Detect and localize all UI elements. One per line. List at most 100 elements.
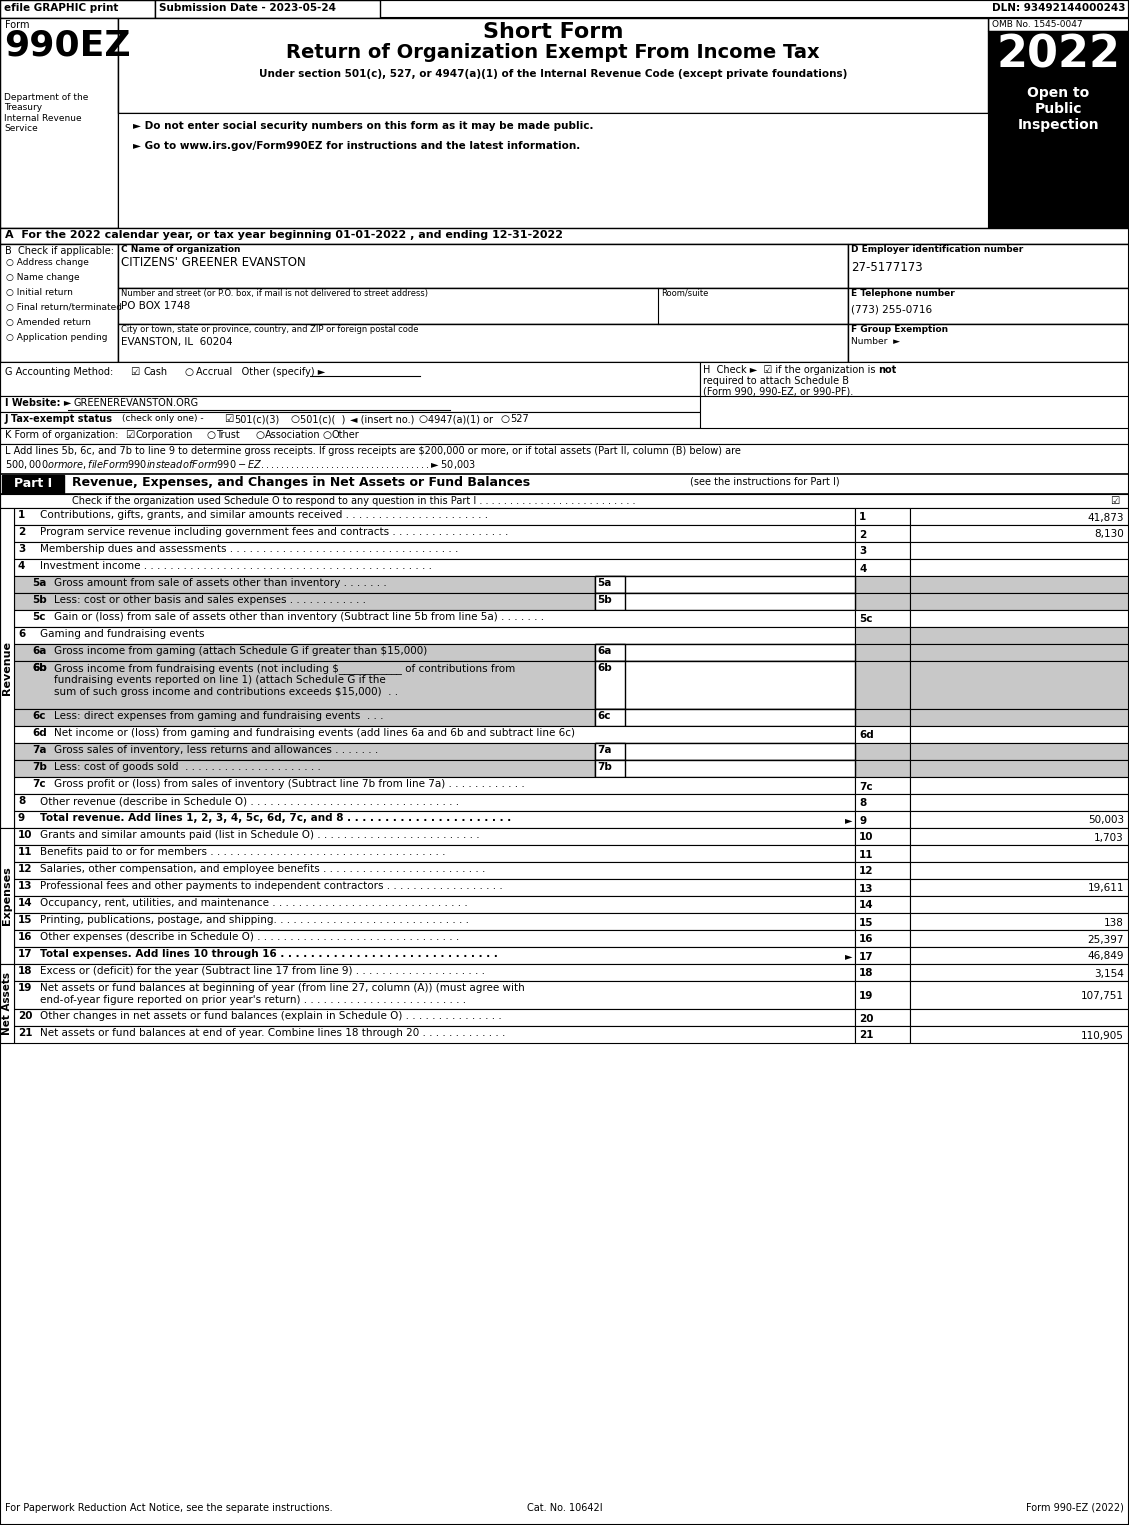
Text: 1,703: 1,703 xyxy=(1094,833,1124,842)
Text: 27-5177173: 27-5177173 xyxy=(851,261,922,274)
Text: 6c: 6c xyxy=(597,711,611,721)
Text: 501(c)(  ): 501(c)( ) xyxy=(300,413,345,424)
Text: required to attach Schedule B: required to attach Schedule B xyxy=(703,377,849,386)
Bar xyxy=(14,795,855,811)
Text: 13: 13 xyxy=(18,881,33,891)
Bar xyxy=(14,930,855,947)
Text: ○ Application pending: ○ Application pending xyxy=(6,332,107,342)
Text: 11: 11 xyxy=(859,849,874,860)
Bar xyxy=(595,759,625,778)
Bar xyxy=(910,947,1129,964)
Bar xyxy=(595,743,855,759)
Bar xyxy=(595,709,855,726)
Text: ○: ○ xyxy=(500,413,509,424)
Text: Gross profit or (loss) from sales of inventory (Subtract line 7b from line 7a) .: Gross profit or (loss) from sales of inv… xyxy=(54,779,525,788)
Bar xyxy=(848,323,1129,361)
Text: 501(c)(3): 501(c)(3) xyxy=(234,413,279,424)
Bar xyxy=(855,644,910,660)
Bar xyxy=(14,644,855,660)
Text: 18: 18 xyxy=(18,965,33,976)
Text: Under section 501(c), 527, or 4947(a)(1) of the Internal Revenue Code (except pr: Under section 501(c), 527, or 4947(a)(1)… xyxy=(259,69,847,79)
Text: 5a: 5a xyxy=(597,578,612,589)
Bar xyxy=(0,412,700,429)
Text: 21: 21 xyxy=(859,1031,874,1040)
Bar xyxy=(119,244,848,288)
Text: Net assets or fund balances at end of year. Combine lines 18 through 20 . . . . : Net assets or fund balances at end of ye… xyxy=(40,1028,506,1039)
Text: 13: 13 xyxy=(859,883,874,894)
Text: Revenue, Expenses, and Changes in Net Assets or Fund Balances: Revenue, Expenses, and Changes in Net As… xyxy=(72,476,531,490)
Bar xyxy=(0,0,1129,18)
Text: 14: 14 xyxy=(18,898,33,907)
Bar xyxy=(910,644,1129,660)
Bar xyxy=(855,913,910,930)
Text: ► Do not enter social security numbers on this form as it may be made public.: ► Do not enter social security numbers o… xyxy=(133,120,594,131)
Text: Net assets or fund balances at beginning of year (from line 27, column (A)) (mus: Net assets or fund balances at beginning… xyxy=(40,984,525,993)
Text: ► Go to www.irs.gov/Form990EZ for instructions and the latest information.: ► Go to www.irs.gov/Form990EZ for instru… xyxy=(133,140,580,151)
Bar xyxy=(595,743,625,759)
Bar xyxy=(14,576,855,593)
Bar xyxy=(910,795,1129,811)
Text: ○: ○ xyxy=(184,368,193,377)
Bar xyxy=(14,1026,855,1043)
Text: $500,000 or more, file Form 990 instead of Form 990-EZ . . . . . . . . . . . . .: $500,000 or more, file Form 990 instead … xyxy=(5,458,476,471)
Text: K Form of organization:: K Form of organization: xyxy=(5,430,119,441)
Text: Short Form: Short Form xyxy=(483,21,623,43)
Text: 50,003: 50,003 xyxy=(1088,816,1124,825)
Text: Program service revenue including government fees and contracts . . . . . . . . : Program service revenue including govern… xyxy=(40,528,508,537)
Text: 19,611: 19,611 xyxy=(1087,883,1124,894)
Text: 25,397: 25,397 xyxy=(1087,935,1124,944)
Text: 6c: 6c xyxy=(32,711,45,721)
Text: ☑: ☑ xyxy=(224,413,234,424)
Bar xyxy=(855,610,910,627)
Bar xyxy=(0,494,1129,508)
Bar xyxy=(855,759,910,778)
Text: end-of-year figure reported on prior year's return) . . . . . . . . . . . . . . : end-of-year figure reported on prior yea… xyxy=(40,994,466,1005)
Bar xyxy=(848,288,1129,323)
Text: 11: 11 xyxy=(18,846,33,857)
Text: L Add lines 5b, 6c, and 7b to line 9 to determine gross receipts. If gross recei: L Add lines 5b, 6c, and 7b to line 9 to … xyxy=(5,445,741,456)
Bar xyxy=(14,709,855,726)
Bar xyxy=(595,576,625,593)
Bar xyxy=(910,525,1129,541)
Bar xyxy=(910,593,1129,610)
Text: Net income or (loss) from gaming and fundraising events (add lines 6a and 6b and: Net income or (loss) from gaming and fun… xyxy=(54,727,575,738)
Text: 7c: 7c xyxy=(32,779,45,788)
Bar xyxy=(119,323,848,361)
Bar xyxy=(855,593,910,610)
Bar xyxy=(14,610,855,627)
Bar xyxy=(595,709,625,726)
Bar xyxy=(910,1010,1129,1026)
Bar xyxy=(910,845,1129,862)
Text: 3,154: 3,154 xyxy=(1094,968,1124,979)
Text: 20: 20 xyxy=(859,1014,874,1023)
Bar xyxy=(910,660,1129,709)
Text: 17: 17 xyxy=(859,952,874,961)
Bar xyxy=(14,525,855,541)
Text: 19: 19 xyxy=(859,991,874,1000)
Text: Revenue: Revenue xyxy=(2,640,12,695)
Bar xyxy=(855,878,910,897)
Text: 18: 18 xyxy=(859,968,874,979)
Text: ►: ► xyxy=(844,816,852,825)
Bar xyxy=(910,828,1129,845)
Text: Professional fees and other payments to independent contractors . . . . . . . . : Professional fees and other payments to … xyxy=(40,881,502,891)
Text: Return of Organization Exempt From Income Tax: Return of Organization Exempt From Incom… xyxy=(286,43,820,63)
Text: 7c: 7c xyxy=(859,781,873,791)
Text: 110,905: 110,905 xyxy=(1082,1031,1124,1040)
Bar xyxy=(0,244,119,361)
Text: 6d: 6d xyxy=(859,730,874,741)
Bar xyxy=(595,644,855,660)
Bar xyxy=(910,627,1129,644)
Bar xyxy=(14,1010,855,1026)
Text: 15: 15 xyxy=(18,915,33,926)
Bar xyxy=(855,845,910,862)
Text: Occupancy, rent, utilities, and maintenance . . . . . . . . . . . . . . . . . . : Occupancy, rent, utilities, and maintena… xyxy=(40,898,467,907)
Text: Less: cost of goods sold  . . . . . . . . . . . . . . . . . . . . .: Less: cost of goods sold . . . . . . . .… xyxy=(54,762,321,772)
Bar xyxy=(14,811,855,828)
Bar xyxy=(855,828,910,845)
Text: ☑: ☑ xyxy=(1110,496,1119,506)
Text: A  For the 2022 calendar year, or tax year beginning 01-01-2022 , and ending 12-: A For the 2022 calendar year, or tax yea… xyxy=(5,230,563,239)
Bar xyxy=(0,396,700,412)
Text: 4: 4 xyxy=(859,564,866,573)
Text: 15: 15 xyxy=(859,918,874,927)
